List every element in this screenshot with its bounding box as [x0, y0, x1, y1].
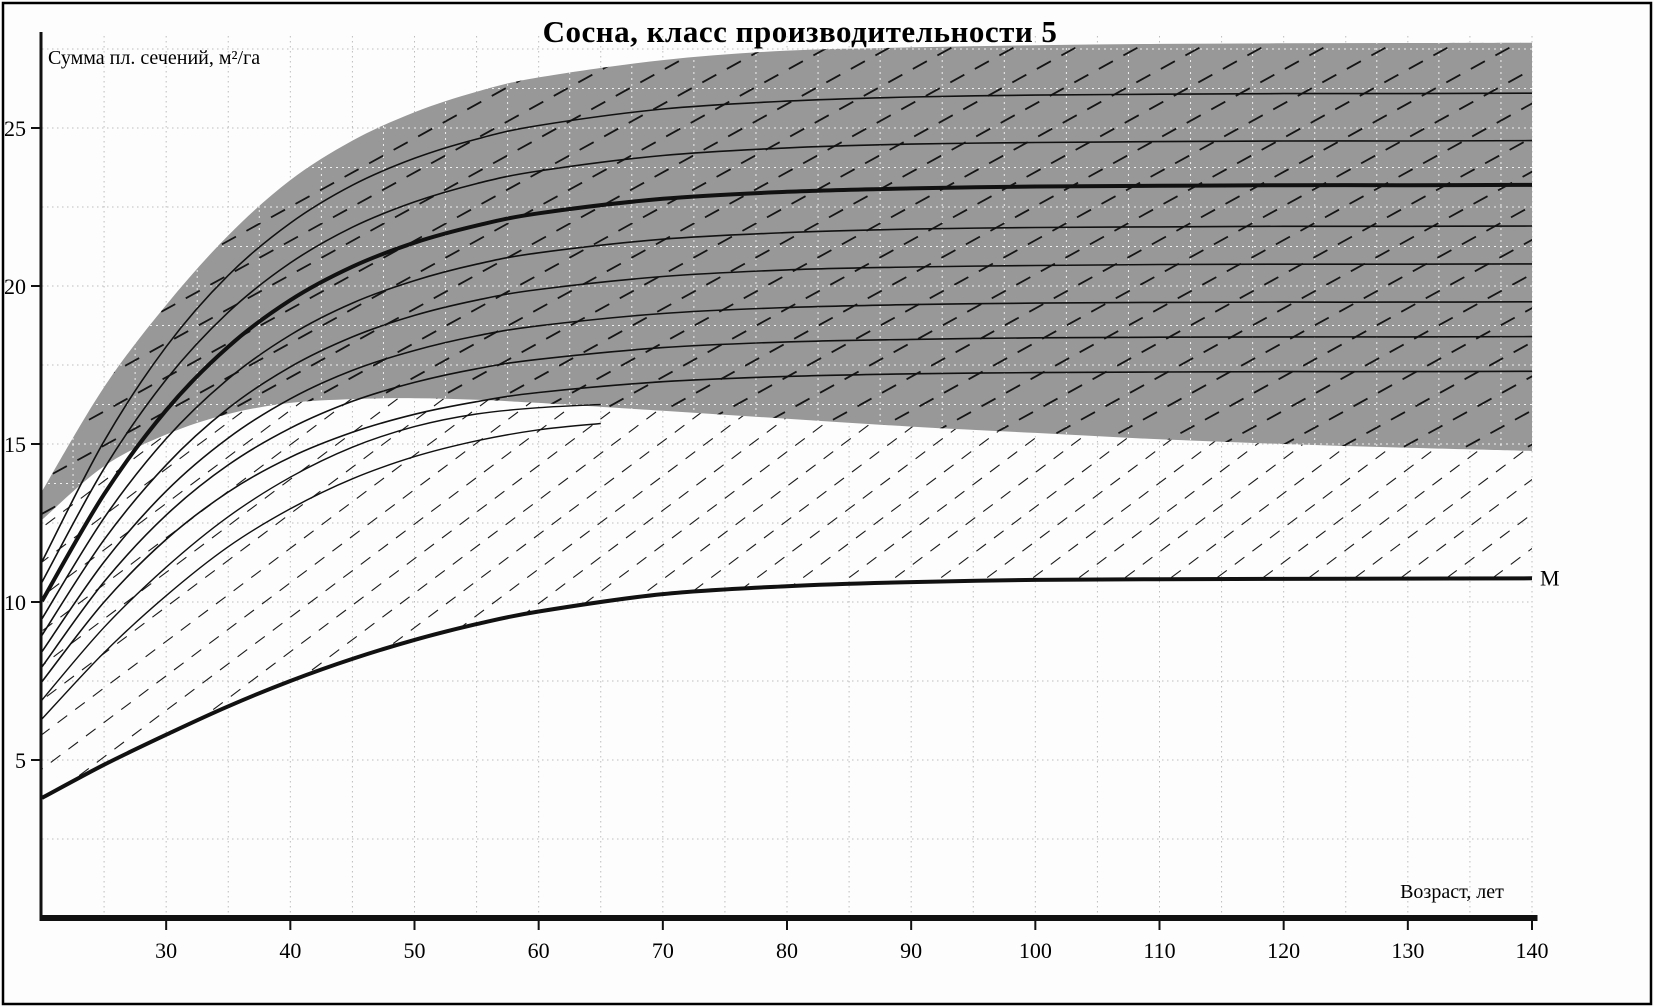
- lower-thin-curve-2: [41, 422, 601, 720]
- x-tick-label: 60: [528, 938, 550, 963]
- y-tick-label: 25: [4, 116, 26, 141]
- shaded-band: [42, 42, 1532, 520]
- x-tick-label: 120: [1267, 938, 1300, 963]
- density-curve-4: [41, 263, 1533, 636]
- x-axis-line: [39, 915, 1538, 921]
- x-tick-label: 90: [900, 938, 922, 963]
- lower-thin-curve-1: [41, 403, 601, 701]
- y-tick-label: 20: [4, 274, 26, 299]
- density-curve-7: [41, 370, 1533, 683]
- density-curve-3: [41, 225, 1533, 620]
- density-curve-6: [41, 335, 1533, 668]
- x-tick-label: 50: [404, 938, 426, 963]
- y-tick-label: 10: [4, 590, 26, 615]
- y-axis-line: [39, 32, 43, 920]
- x-tick-label: 130: [1391, 938, 1424, 963]
- x-tick-label: 140: [1516, 938, 1549, 963]
- growth-curves: [40, 92, 1533, 800]
- chart-title: Сосна, класс производительности 5: [543, 14, 1058, 49]
- x-tick-label: 80: [776, 938, 798, 963]
- density-curve-1: [41, 92, 1533, 562]
- y-tick-label: 5: [15, 748, 26, 773]
- minimum-density-curve: [41, 576, 1533, 800]
- x-axis-label: Возраст, лет: [1400, 881, 1504, 903]
- density-curve-main: [40, 182, 1533, 603]
- y-tick-label: 15: [4, 432, 26, 457]
- x-tick-label: 40: [279, 938, 301, 963]
- x-tick-label: 30: [155, 938, 177, 963]
- density-curve-2: [41, 139, 1533, 583]
- m-curve-label: М: [1540, 565, 1560, 590]
- axes: 30 40 50 60 70 80 90 100 110 120 130 140 5 10 15 20 25: [4, 32, 1549, 963]
- y-axis-label: Сумма пл. сечений, м²/га: [48, 47, 260, 69]
- x-tick-label: 70: [652, 938, 674, 963]
- x-tick-label: 110: [1143, 938, 1175, 963]
- x-tick-label: 100: [1019, 938, 1052, 963]
- density-curve-5: [41, 301, 1533, 653]
